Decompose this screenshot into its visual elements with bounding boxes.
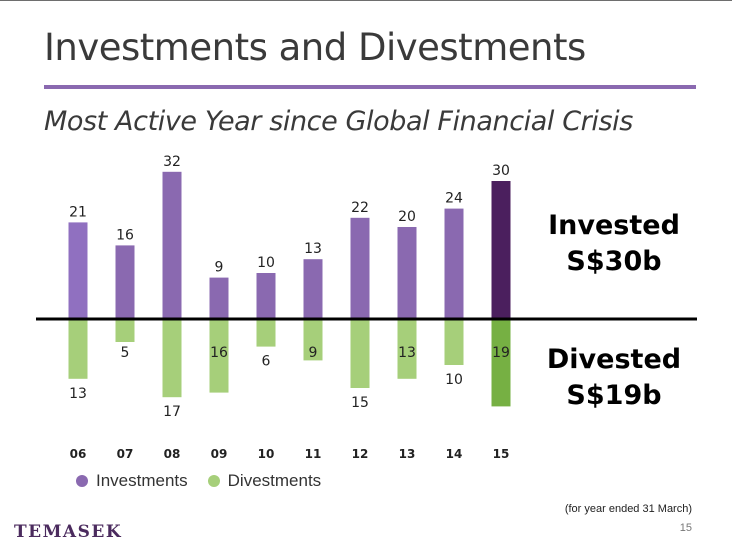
divestment-value-label-07: 5 [121, 345, 130, 361]
invested-label: Invested [548, 210, 680, 241]
legend-label-divestments: Divestments [227, 471, 322, 490]
investment-value-label-09: 9 [215, 260, 224, 276]
legend-label-investments: Investments [96, 471, 188, 490]
divestment-bar-10 [256, 319, 276, 347]
x-tick-label-07: 07 [117, 447, 134, 461]
x-tick-label-08: 08 [164, 447, 181, 461]
investment-value-label-11: 13 [304, 241, 322, 257]
investment-bar-11 [303, 259, 323, 319]
investment-value-label-14: 24 [445, 191, 463, 207]
x-tick-label-10: 10 [258, 447, 275, 461]
legend-item-investments: Investments [76, 471, 188, 491]
divestment-bar-06 [68, 319, 88, 379]
page-subtitle: Most Active Year since Global Financial … [44, 106, 633, 137]
divestment-value-label-08: 17 [163, 404, 181, 420]
divestment-value-label-11: 9 [309, 345, 318, 361]
investment-value-label-10: 10 [257, 255, 275, 271]
divestment-value-label-12: 15 [351, 395, 369, 411]
footnote: (for year ended 31 March) [564, 503, 692, 515]
investment-bar-06 [68, 222, 88, 319]
invested-summary: Invested S$30b [544, 208, 684, 280]
x-tick-label-14: 14 [446, 447, 463, 461]
divestment-value-label-15: 19 [492, 345, 510, 361]
divestment-bar-09 [209, 319, 229, 393]
legend-swatch-divestments [207, 475, 220, 487]
divestment-value-label-13: 13 [398, 345, 416, 361]
investment-value-label-13: 20 [398, 209, 416, 225]
divestment-value-label-06: 13 [69, 386, 87, 402]
divestment-bar-11 [303, 319, 323, 361]
x-tick-label-13: 13 [399, 447, 416, 461]
investment-bar-09 [209, 277, 229, 319]
title-rule [44, 85, 696, 89]
investment-value-label-15: 30 [492, 163, 510, 179]
investment-value-label-08: 32 [163, 154, 181, 170]
divestment-value-label-09: 16 [210, 345, 228, 361]
investment-bar-15 [491, 181, 511, 319]
investment-bar-12 [350, 217, 370, 319]
x-tick-label-06: 06 [70, 447, 87, 461]
divestment-bar-13 [397, 319, 417, 379]
legend-item-divestments: Divestments [207, 471, 322, 491]
investment-value-label-07: 16 [116, 227, 134, 243]
investment-bar-08 [162, 171, 182, 319]
page-number: 15 [679, 522, 692, 534]
divestment-bar-12 [350, 319, 370, 388]
divested-value: S$19b [566, 380, 662, 411]
page-title: Investments and Divestments [44, 26, 586, 69]
divestment-bar-14 [444, 319, 464, 365]
divestment-value-label-10: 6 [262, 354, 271, 370]
investment-value-label-12: 22 [351, 200, 369, 216]
chart-legend: Investments Divestments [76, 471, 341, 491]
x-tick-label-11: 11 [305, 447, 322, 461]
divested-summary: Divested S$19b [544, 342, 684, 414]
investment-bar-10 [256, 273, 276, 319]
investment-bar-07 [115, 245, 135, 319]
x-tick-label-12: 12 [352, 447, 369, 461]
temasek-logo: TEMASEK [14, 522, 123, 542]
x-tick-label-09: 09 [211, 447, 228, 461]
investment-value-label-06: 21 [69, 204, 87, 220]
divestment-bar-07 [115, 319, 135, 342]
investment-bar-14 [444, 208, 464, 319]
x-tick-label-15: 15 [493, 447, 510, 461]
divestment-bar-15 [491, 319, 511, 407]
top-rule [0, 0, 732, 1]
investment-bar-13 [397, 227, 417, 319]
divestment-value-label-14: 10 [445, 372, 463, 388]
divestment-bar-08 [162, 319, 182, 398]
invested-value: S$30b [566, 246, 662, 277]
legend-swatch-investments [76, 475, 88, 487]
divested-label: Divested [546, 344, 682, 375]
